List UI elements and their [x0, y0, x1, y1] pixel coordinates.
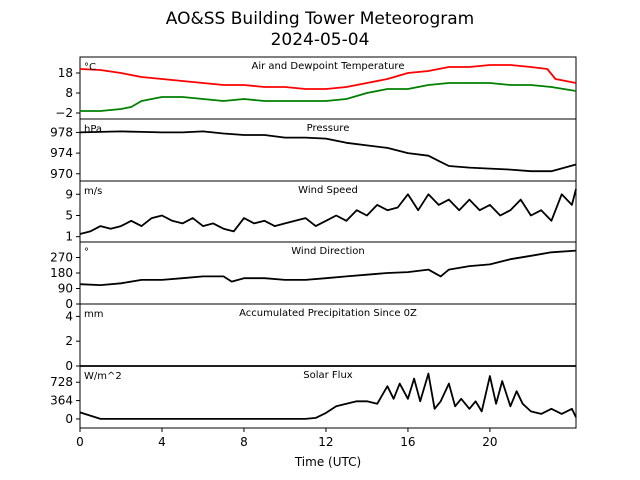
y-tick-label: 0	[65, 297, 73, 311]
panel-title: Pressure	[307, 123, 350, 134]
panel-unit-label: hPa	[84, 124, 102, 135]
panel-title: Solar Flux	[303, 370, 353, 381]
panel-frame	[79, 365, 577, 429]
panel-1: −2 8 18 °C Air and Dewpoint Temperature	[55, 56, 577, 120]
time-axis: 0 4 8 12 16 20	[76, 428, 498, 449]
x-tick-label: 0	[76, 435, 84, 449]
y-tick-label: 728	[50, 375, 73, 389]
panel-5: 0 2 4 mm Accumulated Precipitation Since 0Z	[65, 303, 577, 373]
y-tick-label: 970	[50, 167, 73, 181]
panel-title: Accumulated Precipitation Since 0Z	[239, 308, 417, 319]
y-tick-label: 270	[50, 251, 73, 265]
x-tick-label: 20	[482, 435, 497, 449]
x-tick-label: 16	[400, 435, 415, 449]
panel-unit-label: °C	[84, 62, 96, 73]
y-tick-label: 0	[65, 412, 73, 426]
y-tick-label: 9	[65, 187, 73, 201]
panel-title: Air and Dewpoint Temperature	[252, 61, 405, 72]
y-tick-label: 0	[65, 359, 73, 373]
panel-unit-label: m/s	[84, 186, 102, 197]
y-tick-label: 2	[65, 334, 73, 348]
series-line-1	[79, 249, 577, 287]
panel-3: 1 5 9 m/s Wind Speed	[65, 180, 577, 244]
panel-unit-label: W/m^2	[84, 371, 122, 382]
x-tick-label: 4	[158, 435, 166, 449]
y-tick-label: 90	[58, 282, 73, 296]
x-tick-label: 12	[318, 435, 333, 449]
panel-unit-label: mm	[84, 309, 103, 320]
y-tick-label: 974	[50, 146, 73, 160]
panel-6: 0 364 728 W/m^2 Solar Flux	[50, 365, 577, 429]
series-line-1	[79, 188, 577, 235]
series-line-2	[80, 82, 577, 112]
x-tick-label: 8	[240, 435, 248, 449]
panel-title: Wind Direction	[291, 246, 365, 257]
figure-title: AO&SS Building Tower Meteorogram	[166, 9, 474, 29]
y-tick-label: 5	[65, 208, 73, 222]
panel-title: Wind Speed	[298, 185, 358, 196]
y-tick-label: 8	[65, 86, 73, 100]
y-tick-label: 978	[50, 125, 73, 139]
series-line-1	[79, 64, 577, 90]
y-tick-label: 364	[50, 394, 73, 408]
y-tick-label: 18	[58, 66, 73, 80]
y-tick-label: 180	[50, 266, 73, 280]
series-line-1	[79, 372, 577, 420]
x-axis-label: Time (UTC)	[294, 455, 361, 469]
y-tick-label: 1	[65, 230, 73, 244]
y-tick-label: −2	[55, 106, 73, 120]
y-tick-label: 4	[65, 309, 73, 323]
panel-unit-label: °	[84, 247, 89, 258]
figure-date: 2024-05-04	[271, 30, 370, 50]
panel-2: 970 974 978 hPa Pressure	[50, 118, 577, 182]
series-line-1	[79, 130, 577, 173]
